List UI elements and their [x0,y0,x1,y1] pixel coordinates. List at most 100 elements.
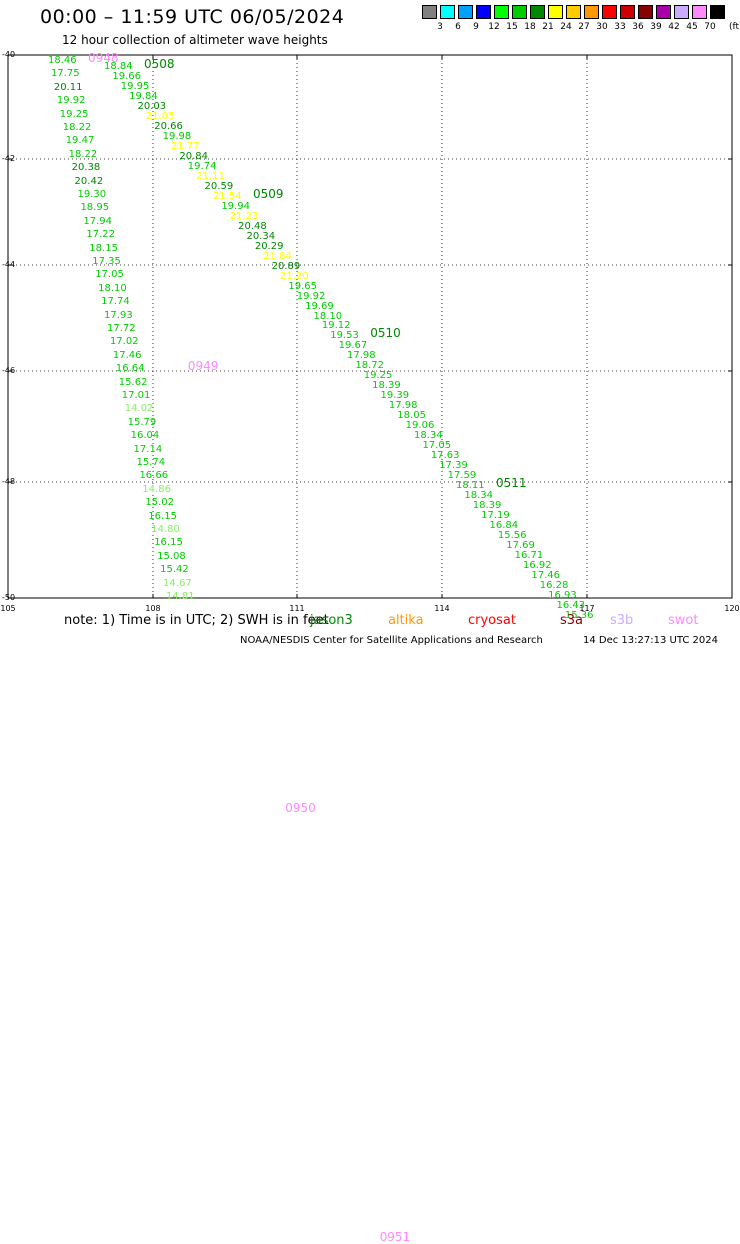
wave-height-value: 16.71 [514,550,544,562]
wave-height-value: 20.66 [154,120,183,132]
legend-label: 45 [686,22,698,32]
wave-height-value: 14.67 [163,577,192,589]
wave-height-value: 17.93 [104,309,133,321]
satellite-legend-item: s3a [560,613,584,628]
legend-swatch [584,5,599,19]
wave-height-value: 18.34 [414,430,443,442]
wave-height-value: 18.22 [68,148,98,160]
wave-height-value: 17.46 [112,349,142,361]
map-frame [7,54,733,599]
wave-height-value: 17.05 [422,440,452,452]
legend-label: 27 [578,22,590,32]
wave-height-value: 18.15 [89,242,118,254]
wave-height-value: 19.25 [363,370,393,382]
wave-height-value: 19.39 [380,390,410,402]
wave-height-value: 20.29 [254,240,284,252]
wave-height-value: 18.34 [464,490,493,502]
legend-label: 18 [524,22,536,32]
satellite-legend-item: cryosat [468,613,516,628]
legend-swatch [566,5,581,19]
wave-height-value: 19.25 [59,108,89,120]
wave-height-value: 18.10 [313,310,343,322]
wave-height-value: 17.63 [430,450,460,462]
wave-height-value: 20.48 [238,220,267,232]
map-title: 00:00 – 11:59 UTC 06/05/2024 [40,6,345,28]
wave-height-value: 18.39 [372,380,401,392]
longitude-tick-label: 117 [579,604,595,613]
time-marker: 0511 [495,476,527,491]
legend-label: 42 [668,22,680,32]
wave-height-value: 15.62 [118,376,148,388]
latitude-tick-label: -46 [2,366,16,375]
wave-height-value: 15.42 [160,564,189,576]
legend-swatch [710,5,725,19]
wave-height-value: 21.23 [229,210,259,222]
legend-swatch [494,5,509,19]
latitude-tick-label: -44 [2,260,16,269]
legend-label: 15 [506,22,518,32]
wave-height-value: 19.67 [338,340,368,352]
wave-height-value: 17.14 [133,443,163,455]
wave-height-value: 20.11 [53,81,83,93]
wave-height-value: 20.03 [137,100,167,112]
wave-height-value: 19.47 [65,135,95,147]
latitude-tick-label: -50 [2,593,16,602]
wave-height-value: 20.42 [74,175,104,187]
wave-height-value: 19.92 [56,95,86,107]
wave-height-value: 14.80 [151,524,180,535]
legend-swatch [422,5,437,19]
wave-height-value: 17.05 [95,269,124,281]
wave-height-value: 14.02 [124,403,154,415]
wave-height-value: 17.59 [447,470,477,482]
wave-height-value: 18.05 [397,410,426,422]
wave-height-value: 21.20 [279,270,309,282]
wave-height-value: 21.77 [171,140,200,152]
wave-height-value: 16.43 [556,599,586,611]
legend-label: 36 [632,22,644,32]
legend-swatch [638,5,653,19]
latitude-tick-label: -48 [2,477,16,486]
legend-swatch [620,5,635,19]
wave-height-value: 19.06 [405,420,435,432]
wave-height-value: 17.01 [121,390,151,401]
wave-height-value: 21.54 [212,190,242,202]
wave-height-value: 17.74 [101,296,130,308]
legend-swatch [674,5,689,19]
footnote: note: 1) Time is in UTC; 2) SWH is in fe… [64,613,329,628]
wave-height-value: 16.92 [523,560,552,571]
wave-height-value: 18.95 [80,202,110,214]
legend-units: (ft) [729,22,740,32]
wave-height-value: 19.92 [296,290,326,302]
legend-swatch [476,5,491,19]
legend-swatch [692,5,707,19]
wave-height-value: 18.84 [104,61,133,72]
wave-height-value: 17.69 [506,540,535,552]
legend-swatch [458,5,473,19]
wave-height-value: 18.46 [48,55,77,66]
wave-height-value: 19.94 [221,200,250,212]
longitude-tick-label: 105 [0,604,16,613]
wave-height-value: 16.28 [539,579,569,591]
wave-height-value: 19.84 [129,90,158,102]
legend-swatch [656,5,671,19]
wave-height-value: 20.84 [179,150,209,162]
wave-height-value: 19.98 [162,130,192,142]
legend-swatch [512,5,527,19]
wave-height-value: 18.11 [455,480,485,492]
wave-height-value: 20.89 [271,260,301,272]
wave-height-value: 16.84 [489,520,519,532]
wave-height-value: 16.04 [130,430,160,442]
wave-height-value: 17.72 [107,323,136,334]
longitude-tick-label: 111 [289,604,305,613]
wave-height-value: 15.74 [136,457,166,468]
wave-height-value: 17.35 [92,256,121,267]
wave-height-value: 15.56 [497,530,527,542]
time-marker: 0509 [252,186,284,201]
wave-height-value: 19.65 [288,280,317,292]
wave-height-value: 17.22 [86,229,115,241]
legend-label: 6 [455,22,461,32]
legend-swatch [602,5,617,19]
wave-height-value: 18.10 [98,282,127,294]
latitude-tick-label: -42 [2,154,16,163]
satellite-legend-item: altika [388,613,424,628]
